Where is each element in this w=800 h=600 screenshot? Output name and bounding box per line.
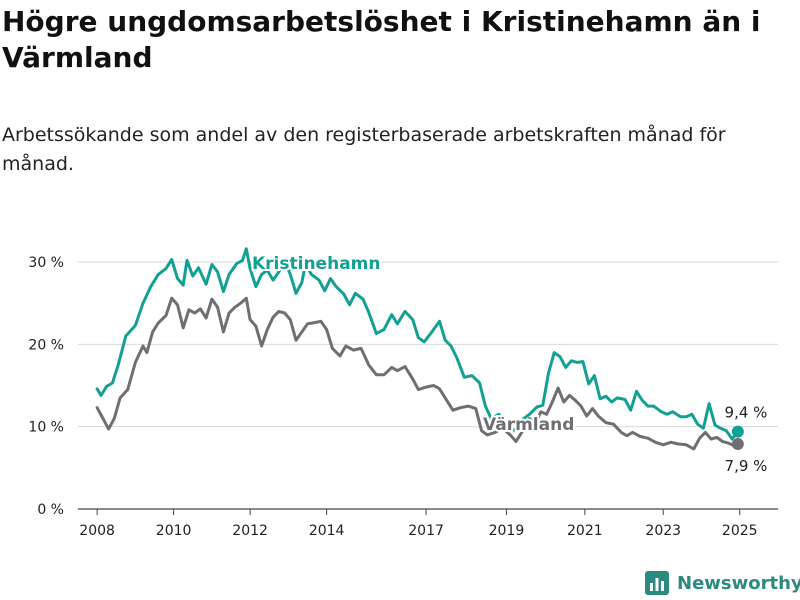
- series-line-kristinehamn: [95, 247, 740, 441]
- x-axis-ticks: 2008 2010 2012 2014 2017 2019 2021 2023 2025: [79, 509, 758, 539]
- x-tick-label: 2014: [309, 523, 345, 539]
- x-tick-label: 2017: [408, 523, 444, 539]
- series-lines: [95, 247, 744, 451]
- x-tick-label: 2025: [722, 523, 758, 539]
- x-tick-label: 2008: [79, 523, 115, 539]
- y-tick-label: 30 %: [28, 255, 64, 271]
- x-tick-label: 2010: [156, 523, 192, 539]
- series-label-kristinehamn: Kristinehamn: [252, 254, 380, 274]
- y-tick-label: 10 %: [28, 420, 64, 436]
- brand-name: Newsworthy: [677, 572, 800, 594]
- series-end-dot-1: [731, 437, 744, 450]
- series-labels: 9,4 % 7,9 % Kristinehamn Värmland: [250, 252, 768, 475]
- y-tick-label: 20 %: [28, 337, 64, 353]
- series-end-dot-0: [731, 425, 744, 438]
- x-tick-label: 2023: [645, 523, 681, 539]
- y-tick-label: 0 %: [37, 502, 64, 518]
- bar-chart-logo-icon: [645, 571, 669, 595]
- x-tick-label: 2012: [232, 523, 268, 539]
- chart-subtitle: Arbetssökande som andel av den registerb…: [2, 124, 726, 175]
- y-axis-ticks: 0 % 10 % 20 % 30 %: [28, 255, 64, 518]
- series-label-varmland: Värmland: [483, 415, 574, 435]
- end-value-label: 7,9 %: [725, 457, 768, 475]
- brand-logo[interactable]: Newsworthy: [645, 570, 800, 596]
- series-line-vrmland: [95, 296, 740, 451]
- gridlines: [78, 261, 778, 510]
- end-value-label: 9,4 %: [725, 404, 768, 422]
- x-tick-label: 2019: [489, 523, 525, 539]
- chart-title: Högre ungdomsarbetslöshet i Kristinehamn…: [2, 5, 761, 74]
- x-tick-label: 2021: [567, 523, 603, 539]
